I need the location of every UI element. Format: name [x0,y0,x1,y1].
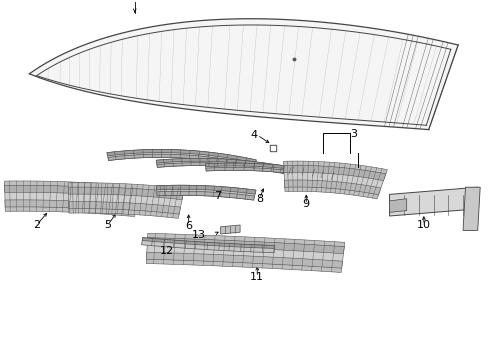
Polygon shape [29,19,458,130]
Polygon shape [107,149,256,168]
Polygon shape [5,200,137,213]
Polygon shape [4,181,140,191]
Polygon shape [205,163,344,177]
Polygon shape [206,167,343,182]
Text: 3: 3 [350,129,357,139]
Polygon shape [107,149,256,163]
Polygon shape [463,187,480,230]
Polygon shape [69,202,180,215]
Text: 10: 10 [417,220,431,230]
Polygon shape [68,186,184,200]
Polygon shape [284,180,381,195]
Polygon shape [69,209,179,219]
Polygon shape [108,154,254,168]
Polygon shape [284,165,386,195]
Polygon shape [147,237,344,254]
Polygon shape [68,187,183,214]
Polygon shape [156,158,300,176]
Polygon shape [157,163,298,176]
Polygon shape [156,185,256,200]
Polygon shape [205,163,344,182]
Text: 12: 12 [160,246,174,256]
Polygon shape [157,191,255,200]
Polygon shape [390,187,478,216]
Text: 6: 6 [185,221,192,231]
Polygon shape [147,252,343,269]
Polygon shape [147,238,344,268]
Polygon shape [220,225,240,234]
Text: 4: 4 [250,130,257,140]
Polygon shape [68,183,184,193]
Polygon shape [146,259,342,273]
Polygon shape [142,238,274,253]
Polygon shape [283,161,387,174]
Polygon shape [5,207,135,217]
Polygon shape [156,185,256,194]
Text: 2: 2 [33,220,40,230]
Polygon shape [147,233,345,247]
Polygon shape [142,238,274,248]
Text: 5: 5 [104,220,111,230]
Text: 13: 13 [192,230,206,240]
Polygon shape [4,185,139,198]
Polygon shape [156,158,300,172]
Polygon shape [4,185,139,212]
Polygon shape [284,165,386,181]
Text: 8: 8 [256,194,263,204]
Polygon shape [390,199,407,212]
Text: 9: 9 [303,199,310,210]
Text: 7: 7 [215,191,221,201]
Polygon shape [285,187,379,199]
Text: 11: 11 [250,272,264,282]
